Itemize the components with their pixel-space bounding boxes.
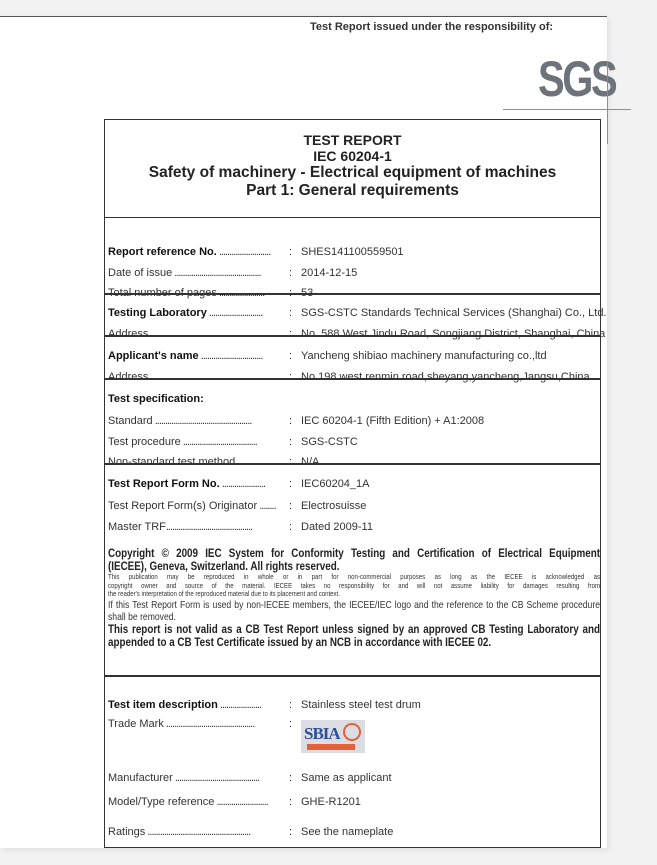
copyright-heading: Copyright © 2009 IEC System for Conformi…: [108, 546, 600, 560]
divider: [105, 463, 600, 465]
divider: [105, 293, 600, 295]
field-value: Yancheng shibiao machinery manufacturing…: [301, 350, 547, 362]
field-value: SGS-CSTC Standards Technical Services (S…: [301, 307, 607, 319]
table-row: Testing Laboratory .....................…: [105, 303, 607, 323]
title-line: TEST REPORT: [303, 132, 402, 148]
title-standard: IEC 60204-1: [313, 148, 392, 164]
field-value: See the nameplate: [301, 826, 394, 838]
table-row: Applicant's name .......................…: [105, 346, 600, 366]
trade-mark-logo: SBIA: [301, 720, 365, 753]
table-row: Test Report Form No. ...................…: [105, 474, 600, 494]
field-label: Model/Type reference ...................…: [108, 796, 269, 808]
colon: :: [289, 415, 293, 427]
copyright-text: the reader's interpretation of the repro…: [108, 589, 340, 599]
field-label: Test procedure .........................…: [108, 436, 258, 448]
field-label: Master TRF..............................…: [108, 521, 253, 533]
field-label: Address ................................…: [108, 371, 254, 383]
field-value: Same as applicant: [301, 772, 392, 784]
issued-by-text: Test Report issued under the responsibil…: [310, 21, 554, 33]
divider: [105, 378, 600, 380]
copyright-text: copyright owner and source of the materi…: [108, 580, 600, 590]
field-label: Ratings ................................…: [108, 826, 251, 838]
field-label: Test Report Form No. ...................…: [108, 478, 266, 490]
table-row: Model/Type reference ...................…: [105, 792, 600, 812]
field-label: Applicant's name .......................…: [108, 350, 263, 362]
table-row: Report reference No. ...................…: [105, 242, 600, 262]
field-label: Address ................................…: [108, 328, 254, 340]
field-value: SHES141100559501: [301, 246, 404, 258]
colon: :: [289, 350, 293, 362]
field-value: N/A: [301, 456, 320, 468]
table-row: Ratings ................................…: [105, 822, 600, 842]
colon: :: [289, 500, 293, 512]
sgs-logo: SGS: [496, 42, 636, 144]
table-row: Standard ...............................…: [105, 411, 600, 431]
field-label: Trade Mark .............................…: [108, 718, 255, 730]
field-value: Electrosuisse: [301, 500, 367, 512]
copyright-text: This publication may be reproduced in wh…: [108, 572, 600, 581]
table-row: Master TRF..............................…: [105, 517, 600, 537]
colon: :: [289, 478, 293, 490]
copyright-heading-2: (IECEE), Geneva, Switzerland. All rights…: [108, 559, 340, 573]
table-row: Test item description ..................…: [105, 695, 600, 715]
field-value: No. 588 West Jindu Road, Songjiang Distr…: [301, 328, 606, 340]
colon: :: [289, 699, 293, 711]
field-value: GHE-R1201: [301, 796, 361, 808]
field-value: Stainless steel test drum: [301, 699, 421, 711]
colon: :: [289, 456, 293, 468]
colon: :: [289, 772, 293, 784]
field-value: SGS-CSTC: [301, 436, 358, 448]
colon: :: [289, 796, 293, 808]
colon: :: [289, 246, 293, 258]
table-row: Non-standard test method..............: N…: [105, 452, 600, 472]
table-row: Test Report Form(s) Originator ........:…: [105, 496, 600, 516]
field-value: IEC 60204-1 (Fifth Edition) + A1:2008: [301, 415, 485, 427]
table-row: Address ................................…: [105, 324, 605, 344]
field-value: No 198 west renmin road,sheyang,yancheng…: [301, 371, 590, 383]
divider: [105, 335, 600, 337]
colon: :: [289, 521, 293, 533]
copyright-block: Copyright © 2009 IEC System for Conformi…: [108, 547, 600, 649]
field-label: Non-standard test method..............: [108, 456, 265, 468]
title-subject: Safety of machinery - Electrical equipme…: [148, 164, 557, 181]
colon: :: [289, 328, 293, 340]
field-label: Test item description ..................…: [108, 699, 262, 711]
table-row: Test specification:: [105, 389, 600, 409]
colon: :: [289, 718, 293, 730]
report-title-box: TEST REPORT IEC 60204-1 Safety of machin…: [105, 120, 600, 218]
validity-note: This report is not valid as a CB Test Re…: [108, 622, 600, 650]
colon: :: [289, 307, 293, 319]
title-part: Part 1: General requirements: [246, 182, 459, 199]
table-row: Manufacturer ...........................…: [105, 768, 600, 788]
colon: :: [289, 436, 293, 448]
field-label: Test specification:: [108, 393, 204, 405]
field-label: Standard ...............................…: [108, 415, 252, 427]
report-table: TEST REPORT IEC 60204-1 Safety of machin…: [104, 119, 607, 848]
table-row: Trade Mark .............................…: [105, 714, 600, 734]
table-row: Address ................................…: [105, 367, 600, 387]
document-page: Test Report issued under the responsibil…: [0, 16, 631, 848]
colon: :: [289, 267, 293, 279]
field-label: Date of issue ..........................…: [108, 267, 262, 279]
colon: :: [289, 826, 293, 838]
field-label: Testing Laboratory .....................…: [108, 307, 263, 319]
table-row: Test procedure .........................…: [105, 432, 600, 452]
iecee-note: If this Test Report Form is used by non-…: [108, 599, 600, 624]
colon: :: [289, 371, 293, 383]
field-value: Dated 2009-11: [301, 521, 373, 533]
field-label: Report reference No. ...................…: [108, 246, 271, 258]
field-label: Test Report Form(s) Originator ........: [108, 500, 277, 512]
field-value: 2014-12-15: [301, 267, 358, 279]
field-value: IEC60204_1A: [301, 478, 370, 490]
table-row: Date of issue ..........................…: [105, 263, 600, 283]
field-label: Manufacturer ...........................…: [108, 772, 260, 784]
divider: [105, 675, 600, 677]
